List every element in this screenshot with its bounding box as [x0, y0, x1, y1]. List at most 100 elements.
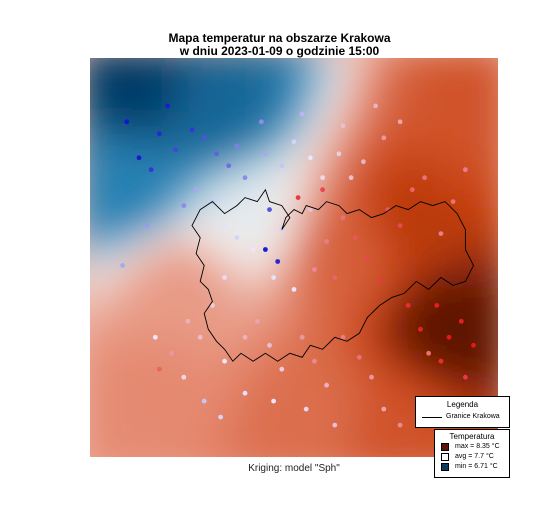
field-cell — [98, 100, 117, 119]
field-cell — [387, 321, 406, 340]
field-cell — [421, 338, 440, 357]
field-cell — [98, 66, 117, 85]
field-cell — [421, 287, 440, 306]
station-point — [365, 255, 370, 260]
station-point — [267, 207, 272, 213]
field-cell — [370, 83, 389, 102]
field-cell — [285, 236, 304, 255]
field-cell — [217, 372, 236, 391]
field-cell — [268, 304, 287, 323]
field-cell — [98, 304, 117, 323]
field-cell — [166, 287, 185, 306]
field-cell — [200, 440, 219, 457]
field-cell — [438, 372, 457, 391]
field-cell — [183, 66, 202, 85]
field-cell — [421, 372, 440, 391]
field-cell — [149, 219, 168, 238]
station-point — [222, 223, 228, 229]
field-cell — [149, 406, 168, 425]
field-cell — [387, 66, 406, 85]
field-cell — [421, 83, 440, 102]
field-cell — [149, 321, 168, 340]
field-cell — [404, 202, 423, 221]
field-cell — [251, 100, 270, 119]
legend-boundary-row: Granice Krakowa — [416, 412, 509, 422]
field-cell — [166, 168, 185, 187]
station-point — [148, 167, 154, 173]
field-cell — [336, 287, 355, 306]
field-cell — [285, 253, 304, 272]
field-cell — [251, 321, 270, 340]
field-cell — [166, 270, 185, 289]
field-cell — [387, 270, 406, 289]
field-cell — [166, 236, 185, 255]
field-cell — [90, 338, 100, 357]
field-cell — [251, 202, 270, 221]
field-cell — [302, 389, 321, 408]
field-cell — [404, 219, 423, 238]
field-cell — [98, 202, 117, 221]
field-cell — [234, 66, 253, 85]
field-cell — [489, 58, 498, 68]
field-cell — [132, 372, 151, 391]
station-point — [275, 259, 281, 264]
field-cell — [132, 270, 151, 289]
field-cell — [132, 389, 151, 408]
field-cell — [438, 338, 457, 357]
field-cell — [370, 253, 389, 272]
kriging-field — [90, 58, 498, 457]
field-cell — [166, 253, 185, 272]
field-cell — [285, 100, 304, 119]
field-cell — [132, 253, 151, 272]
field-cell — [200, 406, 219, 425]
field-cell — [455, 151, 474, 170]
field-cell — [90, 253, 100, 272]
station-point — [210, 303, 215, 308]
field-cell — [268, 202, 287, 221]
field-cell — [438, 66, 457, 85]
field-cell — [98, 355, 117, 374]
field-cell — [166, 185, 185, 204]
field-cell — [489, 321, 498, 340]
field-cell — [90, 304, 100, 323]
field-cell — [472, 253, 491, 272]
field-cell — [319, 389, 338, 408]
field-cell — [251, 389, 270, 408]
field-cell — [387, 372, 406, 391]
field-cell — [404, 253, 423, 272]
field-cell — [90, 168, 100, 187]
field-cell — [98, 406, 117, 425]
field-cell — [319, 219, 338, 238]
station-point — [242, 175, 248, 181]
field-cell — [268, 355, 287, 374]
field-cell — [149, 185, 168, 204]
field-cell — [302, 219, 321, 238]
field-cell — [404, 58, 423, 68]
field-cell — [319, 83, 338, 102]
field-cell — [387, 355, 406, 374]
station-point — [136, 155, 142, 161]
field-cell — [149, 100, 168, 119]
field-cell — [234, 270, 253, 289]
field-cell — [166, 406, 185, 425]
field-cell — [200, 83, 219, 102]
station-point — [348, 175, 354, 181]
field-cell — [404, 270, 423, 289]
field-cell — [370, 66, 389, 85]
field-cell — [90, 202, 100, 221]
field-cell — [115, 134, 134, 153]
field-cell — [200, 355, 219, 374]
field-cell — [285, 58, 304, 68]
field-cell — [200, 100, 219, 119]
field-cell — [234, 202, 253, 221]
field-cell — [387, 83, 406, 102]
field-cell — [319, 202, 338, 221]
field-cell — [336, 236, 355, 255]
field-cell — [489, 372, 498, 391]
field-cell — [149, 338, 168, 357]
field-cell — [285, 389, 304, 408]
field-cell — [234, 321, 253, 340]
field-cell — [90, 270, 100, 289]
field-cell — [217, 355, 236, 374]
station-point — [377, 279, 383, 284]
